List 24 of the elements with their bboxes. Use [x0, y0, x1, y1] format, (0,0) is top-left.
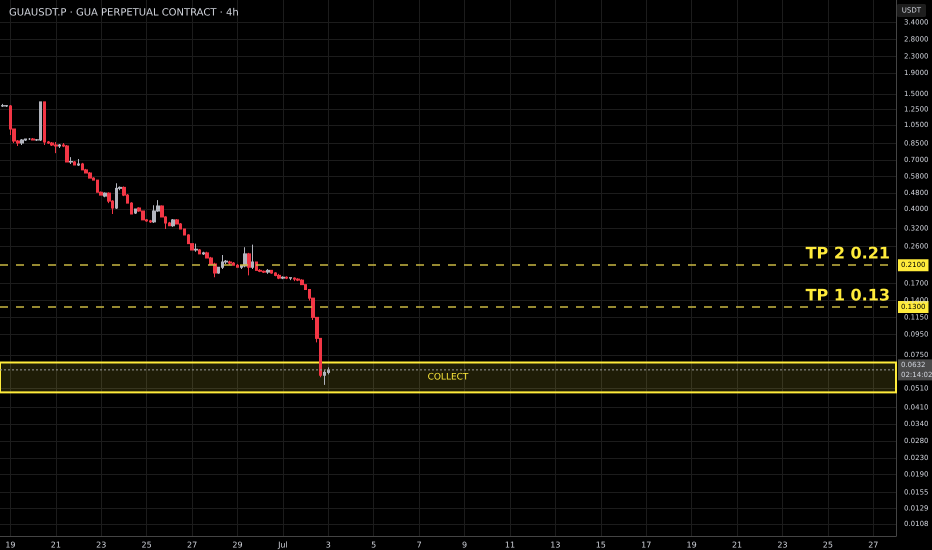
x-tick-label: 17 [641, 540, 652, 550]
x-tick-label: 15 [596, 540, 606, 550]
x-tick-label: 3 [326, 540, 331, 550]
x-tick-label: 25 [822, 540, 833, 550]
band-label: COLLECT [428, 372, 469, 382]
x-tick-label: 23 [777, 540, 788, 550]
ref-line-label: TP 2 0.21 [806, 244, 890, 263]
text: GUAUSDT.P · GUA PERPETUAL CONTRACT · 4h [9, 8, 239, 18]
x-tick-label: 13 [550, 540, 560, 550]
x-tick-label: 29 [232, 540, 243, 550]
x-tick-label: 7 [416, 540, 422, 550]
x-tick-label: 27 [868, 540, 878, 550]
ref-line-label: TP 1 0.13 [806, 286, 890, 305]
x-tick-label: Jul [277, 540, 288, 550]
x-tick-label: 25 [142, 540, 152, 550]
x-tick-label: 27 [186, 540, 198, 550]
x-tick-label: 19 [686, 540, 697, 550]
x-tick-label: 5 [371, 540, 376, 550]
x-tick-label: 11 [504, 540, 516, 550]
x-tick-label: 9 [462, 540, 468, 550]
x-tick-label: 21 [50, 540, 61, 550]
x-tick-label: 21 [732, 540, 742, 550]
x-tick-label: 19 [5, 540, 16, 550]
x-tick-label: 23 [96, 540, 106, 550]
